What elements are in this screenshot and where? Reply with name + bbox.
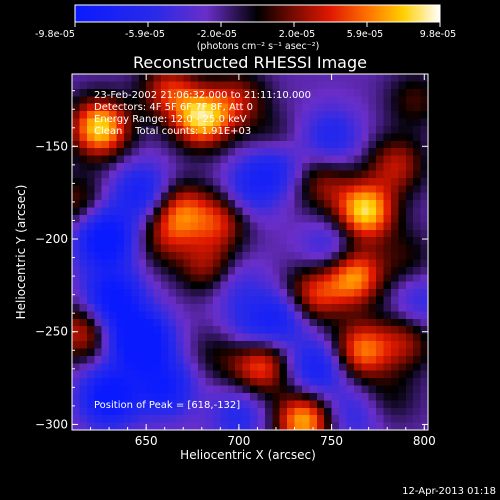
cb-tick-1: -9.8e-05	[35, 29, 75, 40]
annotation-clean-counts: Clean Total counts: 1.91E+03	[94, 126, 251, 137]
heatmap-image	[72, 74, 428, 430]
cb-tick-2: -5.9e-05	[125, 29, 165, 40]
footer-timestamp: 12-Apr-2013 01:18	[402, 486, 496, 497]
annotation-detectors: Detectors: 4F 5F 6F 7F 8F, Att 0	[94, 102, 253, 113]
x-tick-label: 700	[227, 434, 250, 448]
colorbar-frame	[74, 4, 441, 23]
annotation-time-range: 23-Feb-2002 21:06:32.000 to 21:11:10.000	[94, 90, 311, 101]
cb-tick-3: -2.0e-05	[197, 29, 237, 40]
x-tick-label: 750	[320, 434, 343, 448]
colorbar	[75, 5, 440, 22]
peak-position-label: Position of Peak = [618,-132]	[94, 400, 240, 411]
colorbar-ticks	[74, 22, 441, 27]
y-tick-label: −300	[35, 417, 68, 431]
x-axis-label: Heliocentric X (arcsec)	[180, 448, 316, 462]
y-tick-label: −200	[35, 232, 68, 246]
colorbar-unit: (photons cm⁻² s⁻¹ asec⁻²)	[197, 41, 320, 52]
x-tick-label: 800	[413, 434, 436, 448]
y-axis-ticks: −150 −200 −250 −300	[35, 90, 428, 431]
annotation-energy-range: Energy Range: 12.0 - 25.0 keV	[94, 114, 247, 125]
y-tick-label: −150	[35, 139, 68, 153]
annotation-block: 23-Feb-2002 21:06:32.000 to 21:11:10.000…	[94, 90, 311, 137]
cb-tick-6: 9.8e-05	[420, 29, 456, 40]
chart-title: Reconstructed RHESSI Image	[133, 53, 367, 72]
cb-tick-4: 2.0e-05	[279, 29, 315, 40]
colorbar-tick-labels: -9.8e-05 -5.9e-05 -2.0e-05 2.0e-05 5.9e-…	[35, 29, 456, 40]
x-axis-ticks: 650 700 750 800	[90, 74, 436, 448]
x-tick-label: 650	[135, 434, 158, 448]
plot-frame	[71, 73, 429, 431]
cb-tick-5: 5.9e-05	[347, 29, 383, 40]
y-tick-label: −250	[35, 325, 68, 339]
y-axis-label: Heliocentric Y (arcsec)	[14, 185, 28, 320]
heatmap-raster	[72, 74, 428, 430]
